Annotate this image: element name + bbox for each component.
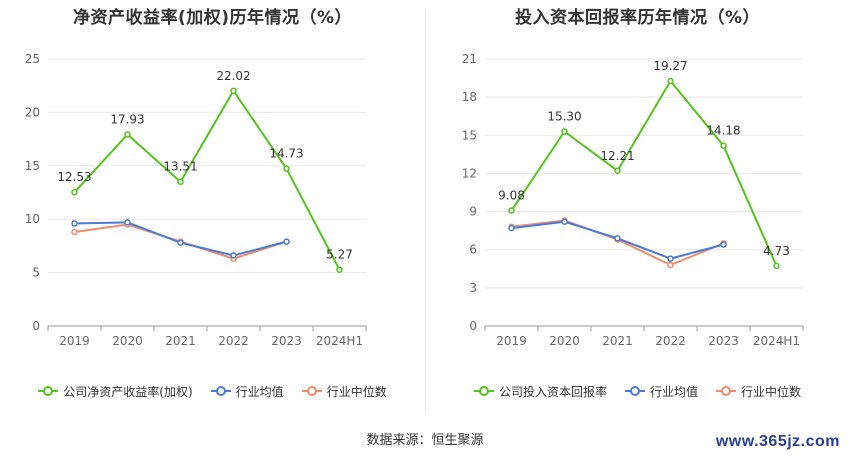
watermark-logo: www.365jz.com xyxy=(715,433,840,450)
data-point xyxy=(667,77,674,85)
y-tick-label: 0 xyxy=(32,319,40,333)
legend-item-industry-mean[interactable]: 行业均值 xyxy=(210,383,284,400)
data-point xyxy=(230,252,237,259)
legend-line-circle-icon xyxy=(210,385,231,397)
data-point xyxy=(508,207,515,214)
data-label: 5.27 xyxy=(326,248,353,262)
x-tick-label: 2021 xyxy=(602,334,633,348)
data-point xyxy=(561,218,568,225)
roe-chart-title: 净资产收益率(加权)历年情况（%） xyxy=(72,8,353,28)
legend-label: 公司净资产收益率(加权) xyxy=(63,384,193,399)
data-point xyxy=(508,224,515,232)
data-point xyxy=(124,131,131,138)
x-tick-label: 2019 xyxy=(59,334,90,348)
roe-chart-legend: 公司净资产收益率(加权) 行业均值 行业中位数 xyxy=(0,382,425,400)
y-tick-label: 20 xyxy=(25,105,40,119)
data-source-note: 数据来源：恒生聚源 xyxy=(366,433,484,448)
x-tick-label: 2023 xyxy=(271,334,302,348)
data-point xyxy=(667,255,674,262)
data-label: 14.73 xyxy=(269,147,303,161)
y-tick-label: 25 xyxy=(25,52,40,66)
legend-item-industry-median[interactable]: 行业中位数 xyxy=(716,383,801,400)
x-tick-label: 2024H1 xyxy=(753,334,800,348)
series-line xyxy=(73,89,341,271)
data-point xyxy=(177,178,184,185)
y-tick-label: 0 xyxy=(469,319,477,333)
x-tick-label: 2023 xyxy=(708,334,739,348)
data-point xyxy=(773,262,780,270)
legend-line-circle-icon xyxy=(301,385,322,397)
legend-line-circle-icon xyxy=(473,385,494,397)
data-label: 17.93 xyxy=(110,113,144,127)
legend-label: 公司投入资本回报率 xyxy=(498,384,607,399)
legend-line-circle-icon xyxy=(716,385,736,397)
data-point xyxy=(71,188,78,196)
legend-label: 行业中位数 xyxy=(326,384,387,399)
data-point xyxy=(283,165,290,172)
data-point xyxy=(614,235,621,242)
legend-item-company-roe[interactable]: 公司净资产收益率(加权) xyxy=(38,383,193,400)
panel-divider xyxy=(425,10,426,410)
x-tick-label: 2020 xyxy=(112,334,143,348)
legend-label: 行业中位数 xyxy=(741,384,802,399)
x-tick-label: 2021 xyxy=(165,334,196,348)
legend-item-industry-mean[interactable]: 行业均值 xyxy=(624,383,698,400)
data-point xyxy=(667,261,674,269)
legend-line-circle-icon xyxy=(624,385,645,397)
data-point xyxy=(124,219,131,226)
data-label: 19.27 xyxy=(653,59,687,73)
data-label: 13.51 xyxy=(163,160,197,174)
x-tick-label: 2022 xyxy=(218,334,249,348)
y-tick-label: 9 xyxy=(469,205,477,219)
roic-chart-plot: 0 3 6 9 12 15 18 21 2019 2020 2021 2022 2023 2024H1 9.… xyxy=(462,52,804,348)
data-point xyxy=(283,238,290,245)
roe-chart-plot: 0 5 10 15 20 25 2019 2020 2021 2022 2023 2024H1 12.5… xyxy=(25,52,367,348)
data-label: 12.21 xyxy=(600,149,634,163)
data-point xyxy=(720,241,727,248)
data-point xyxy=(71,220,78,227)
y-tick-label: 12 xyxy=(462,166,477,180)
data-point xyxy=(720,142,727,149)
y-tick-label: 21 xyxy=(462,52,477,66)
data-label: 4.73 xyxy=(763,244,790,258)
y-tick-label: 3 xyxy=(469,281,477,295)
roe-chart-panel: 净资产收益率(加权)历年情况（%） 0 5 10 15 20 25 2019 2020 2021… xyxy=(0,0,425,420)
data-point xyxy=(177,239,184,246)
y-tick-label: 10 xyxy=(25,212,40,226)
x-tick-label: 2020 xyxy=(549,334,580,348)
x-tick-label: 2022 xyxy=(655,334,686,348)
roic-chart-legend: 公司投入资本回报率 行业均值 行业中位数 xyxy=(425,382,850,400)
legend-label: 行业均值 xyxy=(649,384,698,399)
data-point xyxy=(614,167,621,175)
data-label: 9.08 xyxy=(498,189,525,203)
data-label: 22.02 xyxy=(216,69,250,83)
data-point xyxy=(71,228,78,236)
x-tick-label: 2024H1 xyxy=(316,334,363,348)
data-label: 15.30 xyxy=(547,109,581,123)
legend-item-industry-median[interactable]: 行业中位数 xyxy=(301,383,387,400)
y-tick-label: 5 xyxy=(32,266,40,280)
data-label: 14.18 xyxy=(706,124,740,138)
y-tick-label: 15 xyxy=(25,159,40,173)
y-tick-label: 6 xyxy=(469,243,477,257)
series-line xyxy=(510,80,778,267)
data-point xyxy=(336,266,343,273)
data-point xyxy=(561,128,568,135)
legend-label: 行业均值 xyxy=(235,384,284,399)
roic-chart-panel: 投入资本回报率历年情况（%） 0 3 6 9 12 15 18 21 2019 2020 2021 2… xyxy=(425,0,850,420)
roic-chart-title: 投入资本回报率历年情况（%） xyxy=(514,8,761,28)
legend-line-circle-icon xyxy=(38,385,59,397)
legend-item-company-roic[interactable]: 公司投入资本回报率 xyxy=(473,383,607,400)
data-point xyxy=(230,87,237,95)
x-tick-label: 2019 xyxy=(496,334,527,348)
data-label: 12.53 xyxy=(57,170,91,184)
y-tick-label: 18 xyxy=(462,90,477,104)
y-tick-label: 15 xyxy=(462,128,477,142)
